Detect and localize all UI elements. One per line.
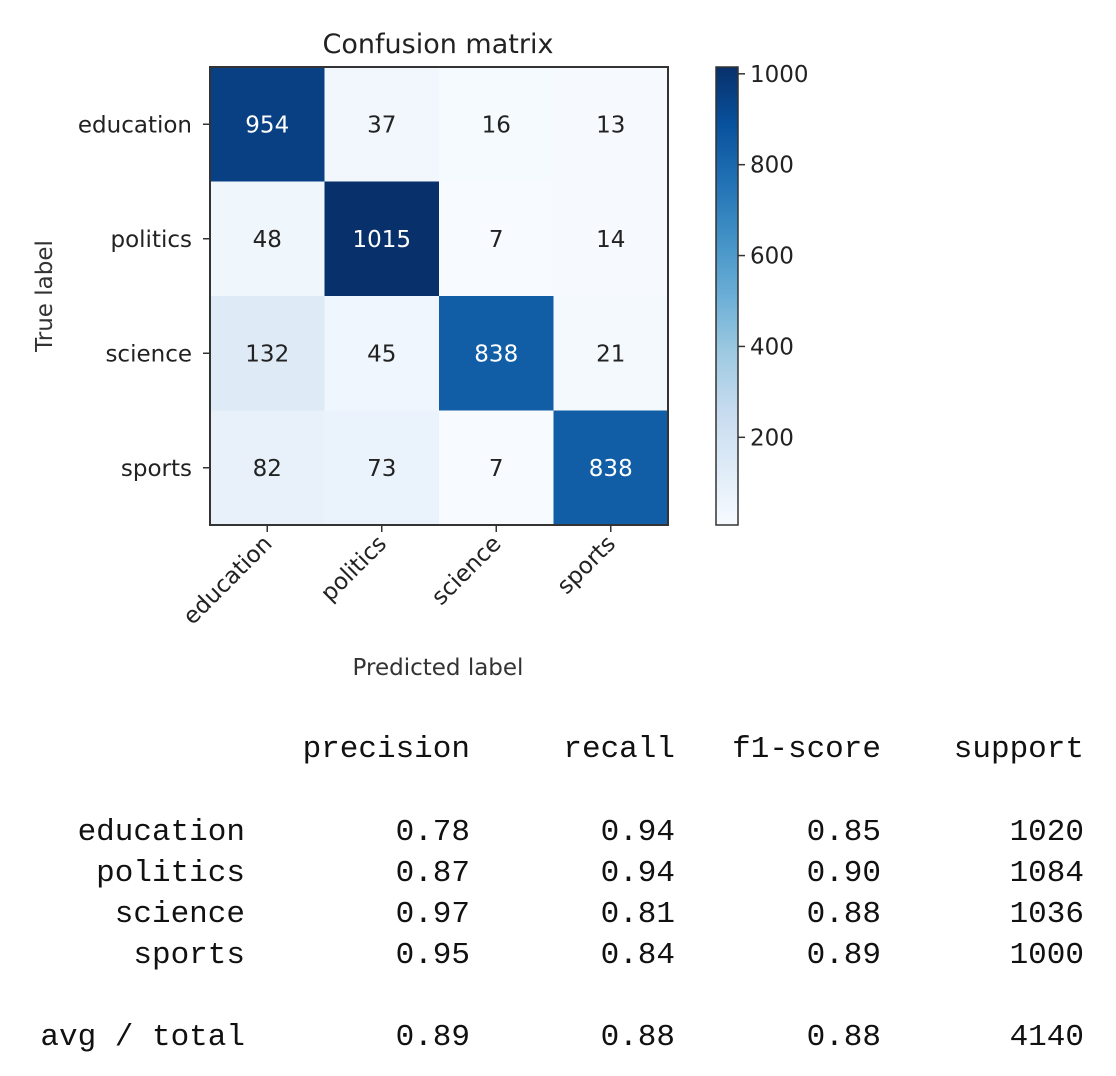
x-tick-label: sports (552, 531, 621, 600)
y-tick-label: science (105, 341, 192, 367)
cell-value-label: 45 (367, 341, 396, 367)
recall-value: 0.81 (600, 897, 675, 932)
classification-report: precision recall f1-score support educat… (0, 718, 1116, 1058)
heatmap-cell (439, 410, 554, 526)
report-row: education 0.78 0.94 0.85 1020 (0, 813, 1116, 853)
heatmap-cell (439, 181, 554, 297)
y-tick-label: sports (121, 456, 192, 482)
colorbar-tick-label: 600 (750, 244, 794, 270)
support-value: 4140 (1009, 1020, 1084, 1055)
y-tick-label: education (78, 112, 192, 138)
x-tick-label: education (178, 531, 277, 630)
y-axis-ticks: education politics science sports (78, 112, 210, 482)
heatmap-cell (210, 181, 325, 297)
report-row: science 0.97 0.81 0.88 1036 (0, 895, 1116, 935)
row-label: science (114, 897, 245, 932)
f1-value: 0.88 (806, 1020, 881, 1055)
cell-value-label: 48 (253, 227, 282, 253)
x-axis-ticks: education politics science sports (178, 525, 621, 630)
f1-value: 0.88 (806, 897, 881, 932)
precision-value: 0.78 (395, 815, 470, 850)
colorbar (715, 66, 739, 526)
x-tick-label: science (427, 531, 507, 611)
report-row: sports 0.95 0.84 0.89 1000 (0, 936, 1116, 976)
plot-frame (209, 66, 669, 526)
cell-value-label: 37 (367, 112, 396, 138)
y-axis-label: True label (32, 240, 58, 353)
colorbar-tick-label: 200 (750, 425, 794, 451)
support-value: 1000 (1009, 938, 1084, 973)
header-recall: recall (563, 732, 675, 767)
heatmap-cell (324, 296, 440, 411)
row-label: avg / total (40, 1020, 245, 1055)
chart-title: Confusion matrix (323, 29, 554, 60)
header-support: support (953, 732, 1084, 767)
cell-value-label: 132 (245, 341, 289, 367)
heatmap-cell (210, 296, 325, 411)
precision-value: 0.89 (395, 1020, 470, 1055)
report-header-row: precision recall f1-score support (0, 730, 1116, 770)
colorbar-tick-label: 400 (750, 334, 794, 360)
cell-value-label: 82 (253, 456, 282, 482)
colorbar-tick-label: 1000 (750, 62, 809, 88)
cell-value-label: 14 (596, 227, 625, 253)
colorbar-ticks: 200 400 600 800 1000 (738, 62, 809, 451)
header-precision: precision (302, 732, 470, 767)
y-tick-label: politics (111, 227, 193, 253)
row-label: sports (133, 938, 245, 973)
cell-value-label: 838 (589, 456, 633, 482)
recall-value: 0.88 (600, 1020, 675, 1055)
x-axis-label: Predicted label (353, 655, 524, 681)
support-value: 1084 (1009, 856, 1084, 891)
cell-value-label: 838 (474, 341, 518, 367)
heatmap-cell (439, 296, 554, 411)
recall-value: 0.94 (600, 856, 675, 891)
heatmap-cells: 954 37 16 13 48 1015 7 14 132 45 838 21 82 73 7 838 (210, 67, 669, 526)
heatmap-cell (439, 67, 554, 182)
precision-value: 0.95 (395, 938, 470, 973)
support-value: 1020 (1009, 815, 1084, 850)
cell-value-label: 7 (489, 456, 504, 482)
f1-value: 0.85 (806, 815, 881, 850)
support-value: 1036 (1009, 897, 1084, 932)
cell-value-label: 21 (596, 341, 625, 367)
row-label: politics (96, 856, 245, 891)
precision-value: 0.97 (395, 897, 470, 932)
f1-value: 0.89 (806, 938, 881, 973)
colorbar-tick-label: 800 (750, 153, 794, 179)
cell-value-label: 13 (596, 112, 625, 138)
row-label: education (77, 815, 245, 850)
heatmap-cell (324, 181, 440, 297)
precision-value: 0.87 (395, 856, 470, 891)
heatmap-cell (553, 67, 669, 182)
heatmap-cell (324, 410, 440, 526)
cell-value-label: 7 (489, 227, 504, 253)
cell-value-label: 1015 (352, 227, 411, 253)
heatmap-cell (553, 296, 669, 411)
heatmap-cell (210, 410, 325, 526)
recall-value: 0.94 (600, 815, 675, 850)
heatmap-cell (324, 67, 440, 182)
cell-value-label: 954 (245, 112, 289, 138)
confusion-matrix-chart: Confusion matrix 954 37 16 13 48 1015 7 14 132 45… (32, 29, 809, 681)
heatmap-cell (553, 181, 669, 297)
recall-value: 0.84 (600, 938, 675, 973)
report-row: politics 0.87 0.94 0.90 1084 (0, 854, 1116, 894)
cell-value-label: 16 (482, 112, 511, 138)
cell-value-label: 73 (367, 456, 396, 482)
x-tick-label: politics (316, 531, 392, 607)
f1-value: 0.90 (806, 856, 881, 891)
heatmap-cell (210, 67, 325, 182)
header-f1-score: f1-score (732, 732, 881, 767)
heatmap-cell (553, 410, 669, 526)
report-total-row: avg / total 0.89 0.88 0.88 4140 (0, 1018, 1116, 1058)
